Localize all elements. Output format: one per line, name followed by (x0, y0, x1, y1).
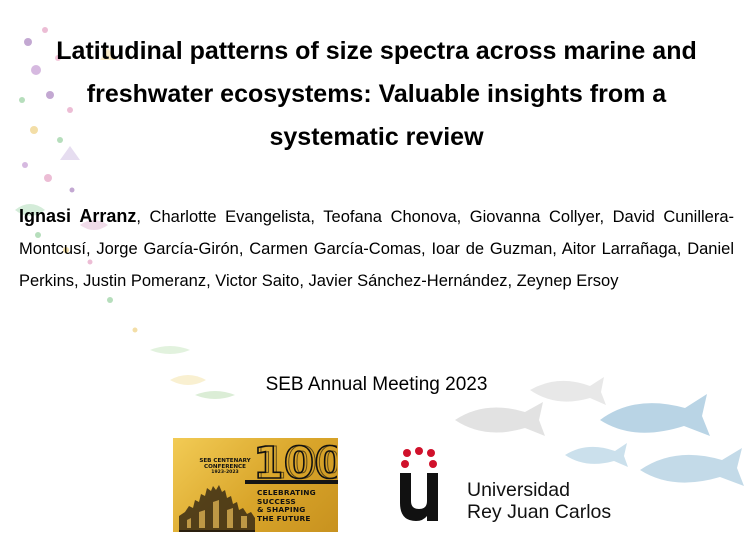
presentation-title: Latitudinal patterns of size spectra acr… (18, 30, 735, 159)
seb-100-mark: 100 100 (253, 438, 337, 482)
lead-author: Ignasi Arranz (19, 206, 137, 226)
title-line: systematic review (269, 123, 484, 151)
seb-conference-label: SEB CENTENARY CONFERENCE 1923-2023 (199, 458, 251, 476)
co-authors: , Charlotte Evangelista, Teofana Chonova… (19, 208, 734, 290)
fish-silhouettes (455, 377, 744, 486)
university-name: Universidad Rey Juan Carlos (467, 479, 612, 523)
meeting-name: SEB Annual Meeting 2023 (265, 374, 488, 395)
left-plankton-pattern (15, 27, 235, 399)
castle-illustration-icon (179, 485, 255, 532)
svg-text:100: 100 (253, 438, 337, 482)
seb-centenary-logo: SEB CENTENARY CONFERENCE 1923-2023 100 1… (173, 438, 338, 532)
svg-text:100: 100 (256, 438, 337, 482)
seb-divider-band (245, 480, 338, 484)
seb-slogan: CELEBRATING SUCCESS & SHAPING THE FUTURE (257, 488, 316, 523)
title-line: Latitudinal patterns of size spectra acr… (56, 37, 697, 65)
urjc-u-logo-icon (400, 447, 438, 521)
title-line: freshwater ecosystems: Valuable insights… (86, 80, 667, 108)
author-list: Ignasi Arranz, Charlotte Evangelista, Te… (19, 200, 734, 297)
